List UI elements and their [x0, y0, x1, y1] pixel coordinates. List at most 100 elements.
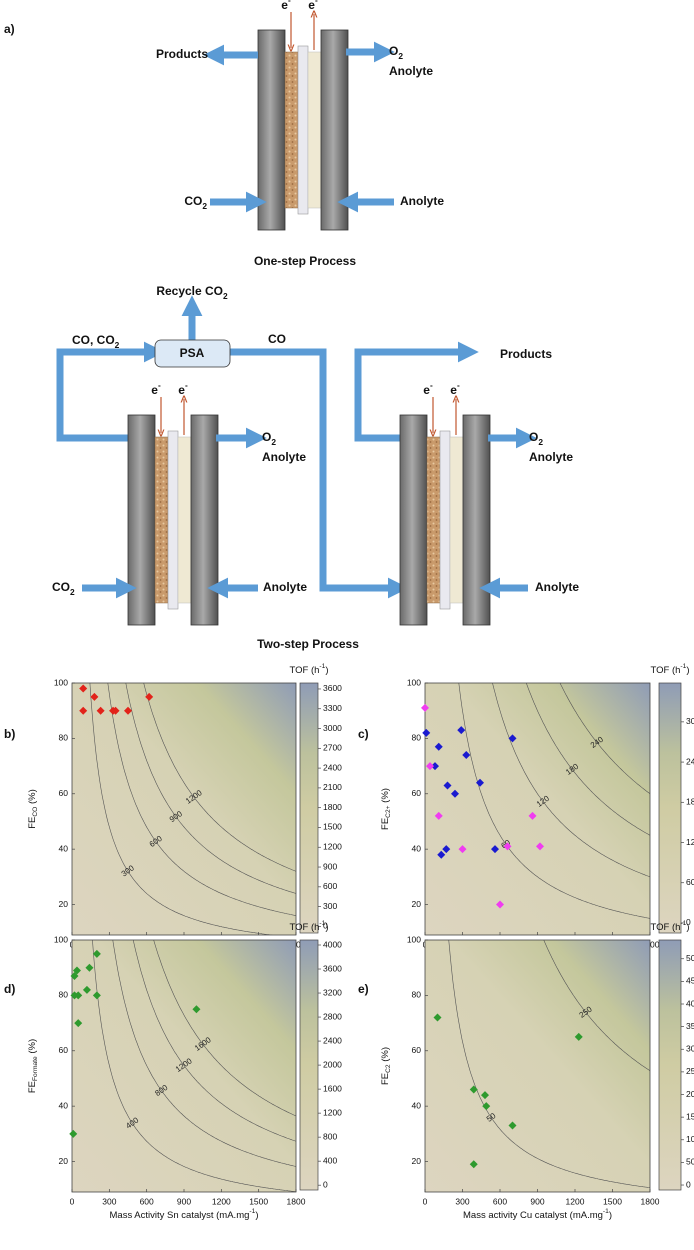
data-point — [70, 972, 79, 980]
data-point — [74, 991, 83, 1000]
contour-line — [525, 683, 650, 836]
electron-label-part: - — [158, 380, 161, 390]
data-point — [508, 1121, 517, 1130]
colorbar-tick-label: 900 — [323, 861, 337, 871]
label: CO, CO2 — [72, 333, 120, 350]
data-point — [491, 845, 499, 854]
y-tick-label: 100 — [407, 934, 421, 944]
colorbar-tick-label: 2000 — [323, 1059, 342, 1069]
contour-line — [143, 683, 296, 872]
colorbar-tick-label: 120 — [686, 837, 694, 847]
psa-box — [154, 339, 231, 368]
panel-label: b) — [4, 727, 15, 741]
x-tick-label: 1800 — [641, 1196, 660, 1206]
title-part: Two-step Process — [257, 637, 359, 651]
anode-layer — [449, 436, 464, 604]
colorbar-tick-label: 0 — [323, 1179, 328, 1189]
y-axis-label-part: (%) — [27, 789, 38, 806]
colorbar-label-part: TOF (h — [290, 922, 320, 933]
panel-label: c) — [358, 727, 369, 741]
electron-label-part: e — [423, 383, 430, 397]
electron-label-part: e — [281, 0, 288, 12]
label-part: Anolyte — [262, 450, 306, 464]
panel-label-part: c) — [358, 727, 369, 741]
data-point — [74, 1019, 83, 1028]
colorbar-tick-label: 200 — [686, 1089, 694, 1099]
x-axis-label-part: ) — [609, 1210, 612, 1221]
colorbar-tick-label: 1600 — [323, 1083, 342, 1093]
electron-label: e- — [281, 0, 291, 12]
data-point — [145, 692, 154, 701]
colorbar-tick-label: 450 — [686, 976, 694, 986]
colorbar-tick-label: 300 — [686, 716, 694, 726]
y-tick-label: 100 — [54, 677, 68, 687]
label-part: Anolyte — [535, 580, 579, 594]
colorbar-tick-label: 3600 — [323, 683, 342, 693]
y-axis-label-part: Formate — [32, 1056, 39, 1081]
y-tick-label: 20 — [412, 899, 422, 909]
electron-label: e- — [423, 380, 433, 397]
x-tick-label: 1200 — [212, 1196, 231, 1206]
data-point — [503, 842, 512, 851]
x-tick-label: 900 — [530, 1196, 544, 1206]
colorbar-tick-label: 2400 — [323, 1035, 342, 1045]
electron-label: e- — [308, 0, 318, 12]
label-part: 2 — [538, 437, 543, 447]
label-part: Anolyte — [400, 194, 444, 208]
label: CO2 — [52, 580, 75, 597]
data-point — [111, 706, 120, 715]
data-point — [536, 842, 544, 851]
label: O2 — [262, 430, 276, 447]
y-axis-label-part: C2 — [385, 1064, 392, 1073]
label-part: 2 — [271, 437, 276, 447]
data-point — [79, 706, 88, 715]
colorbar-tick-label: 4000 — [323, 939, 342, 949]
x-tick-label: 1500 — [603, 1196, 622, 1206]
label-part: Products — [156, 47, 208, 61]
label: O2 — [389, 44, 403, 61]
y-axis-label-part: (%) — [27, 1039, 38, 1056]
label-part: Anolyte — [529, 450, 573, 464]
data-point — [482, 1102, 491, 1111]
colorbar-label-part: -1 — [319, 920, 325, 927]
data-point — [82, 985, 91, 994]
colorbar-tick-label: 0 — [323, 921, 328, 931]
label-part: CO — [52, 580, 70, 594]
data-point — [528, 811, 537, 820]
colorbar-label-part: -1 — [319, 663, 325, 670]
colorbar-label-part: -1 — [680, 920, 686, 927]
data-point — [457, 726, 466, 735]
colorbar-tick-label: 800 — [323, 1131, 337, 1141]
colorbar-tick-label: 3200 — [323, 987, 342, 997]
label-part: O — [262, 430, 271, 444]
plot-background — [425, 683, 650, 935]
data-point — [508, 734, 517, 743]
colorbar-tick-label: 150 — [686, 1111, 694, 1121]
y-axis-label: FEC2 (%) — [380, 1047, 393, 1085]
colorbar-tick-label: 2800 — [323, 1011, 342, 1021]
data-point — [469, 1085, 478, 1094]
y-tick-label: 40 — [59, 1100, 69, 1110]
label: CO — [268, 332, 286, 346]
colorbar-label-part: ) — [686, 665, 689, 676]
label-part: Anolyte — [263, 580, 307, 594]
x-tick-label: 300 — [455, 1196, 469, 1206]
colorbar — [299, 682, 319, 934]
data-point — [96, 706, 105, 715]
contour-line — [92, 940, 296, 1192]
data-point — [192, 1005, 201, 1014]
colorbar-label-part: ) — [325, 665, 328, 676]
data-point — [433, 1013, 442, 1022]
data-point — [442, 845, 451, 854]
panel-label-part: e) — [358, 982, 369, 996]
y-tick-label: 60 — [59, 1045, 69, 1055]
colorbar-tick-label: 1800 — [323, 802, 342, 812]
x-axis-label-part: Mass activity Cu catalyst (mA.mg — [463, 1210, 603, 1221]
data-point — [434, 742, 443, 751]
colorbar-tick-label: 2700 — [323, 743, 342, 753]
electrode — [257, 29, 286, 231]
contour-line — [132, 940, 296, 1142]
x-tick-label: 300 — [102, 1196, 116, 1206]
y-axis-label: FEFormate (%) — [27, 1039, 40, 1093]
